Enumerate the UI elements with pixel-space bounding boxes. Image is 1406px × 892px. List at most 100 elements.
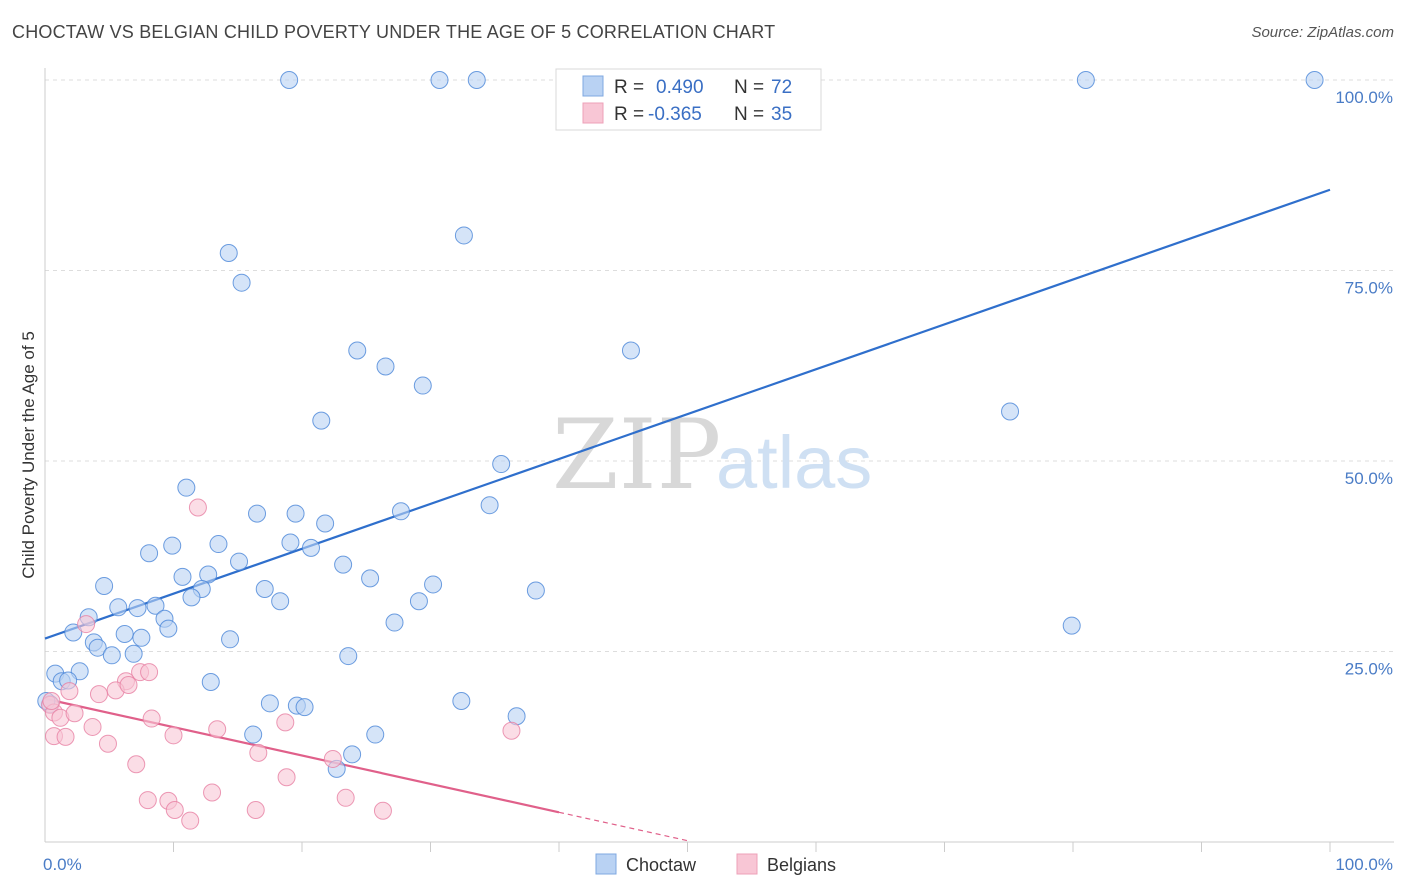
legend-r-value-1: 0.490: [656, 77, 704, 98]
point-choctaw-67: [244, 725, 263, 744]
point-belgians-31: [246, 800, 265, 819]
legend: R = 0.490 N = 72 R = -0.365 N = 35: [555, 68, 822, 131]
point-choctaw-22: [209, 535, 228, 554]
point-belgians-21: [98, 734, 117, 753]
point-choctaw-69: [343, 745, 362, 764]
trend-line-belgians: [44, 697, 560, 814]
point-belgians-7: [60, 682, 79, 701]
data-points: [37, 71, 1324, 830]
point-choctaw-8: [348, 341, 367, 360]
point-belgians-0: [188, 498, 207, 517]
point-choctaw-34: [424, 575, 443, 594]
series-choctaw: [37, 71, 1324, 778]
point-choctaw-20: [316, 514, 335, 533]
axes: [44, 68, 1394, 852]
point-belgians-34: [42, 692, 61, 711]
point-choctaw-12: [1001, 402, 1020, 421]
legend-swatch-belgians: [582, 102, 604, 124]
legend-r-value-2: -0.365: [648, 104, 702, 125]
legend-n-label-2: N =: [734, 104, 764, 125]
series-belgians: [41, 498, 521, 830]
point-choctaw-6: [219, 243, 238, 262]
trend-line-extension-belgians: [558, 811, 688, 842]
y-tick-label-0: 25.0%: [1345, 660, 1393, 679]
point-choctaw-37: [271, 592, 290, 611]
point-belgians-1: [77, 615, 96, 634]
point-belgians-8: [89, 685, 108, 704]
point-belgians-14: [142, 709, 161, 728]
point-belgians-30: [165, 800, 184, 819]
point-choctaw-65: [452, 692, 471, 711]
point-choctaw-27: [334, 555, 353, 574]
point-choctaw-26: [230, 552, 249, 571]
point-choctaw-25: [140, 544, 159, 563]
y-tick-label-3: 100.0%: [1335, 88, 1393, 107]
point-choctaw-33: [255, 580, 274, 599]
legend-r-label-1: R =: [614, 77, 644, 98]
watermark-zip: ZIP: [552, 399, 721, 511]
point-belgians-29: [336, 788, 355, 807]
point-choctaw-52: [88, 638, 107, 657]
point-belgians-4: [140, 663, 159, 682]
point-choctaw-41: [128, 599, 147, 618]
point-choctaw-31: [95, 576, 114, 595]
point-choctaw-5: [454, 226, 473, 245]
point-choctaw-35: [526, 581, 545, 600]
point-choctaw-36: [182, 588, 201, 607]
watermark: ZIP atlas: [552, 399, 872, 511]
point-choctaw-45: [1062, 616, 1081, 635]
point-belgians-6: [119, 676, 138, 695]
point-belgians-24: [127, 755, 146, 774]
legend-n-value-1: 72: [771, 77, 792, 98]
trend-lines: [44, 188, 1331, 842]
bottom-legend-choctaw: Choctaw: [626, 855, 697, 875]
point-choctaw-17: [391, 502, 410, 521]
tick-labels: 25.0% 50.0% 75.0% 100.0% 0.0% 100.0%: [43, 88, 1393, 874]
point-choctaw-55: [339, 647, 358, 666]
y-tick-label-1: 50.0%: [1345, 469, 1393, 488]
trend-line-choctaw: [44, 188, 1331, 640]
point-choctaw-64: [295, 698, 314, 717]
point-belgians-22: [249, 743, 268, 762]
point-choctaw-15: [177, 478, 196, 497]
point-choctaw-21: [163, 536, 182, 555]
legend-n-value-2: 35: [771, 104, 792, 125]
point-choctaw-49: [132, 628, 151, 647]
chart-title: CHOCTAW VS BELGIAN CHILD POVERTY UNDER T…: [12, 22, 776, 42]
legend-swatch-choctaw: [582, 75, 604, 97]
bottom-legend: Choctaw Belgians: [595, 853, 836, 875]
point-belgians-26: [203, 783, 222, 802]
point-choctaw-60: [201, 672, 220, 691]
point-choctaw-16: [480, 496, 499, 515]
x-tick-label-0: 0.0%: [43, 855, 82, 874]
point-choctaw-0: [280, 71, 299, 89]
point-choctaw-23: [281, 533, 300, 552]
point-choctaw-50: [221, 630, 240, 649]
point-choctaw-62: [260, 694, 279, 713]
point-choctaw-14: [492, 455, 511, 474]
point-choctaw-13: [312, 411, 331, 430]
point-choctaw-44: [385, 613, 404, 632]
point-belgians-16: [276, 713, 295, 732]
y-tick-label-2: 75.0%: [1345, 279, 1393, 298]
point-choctaw-11: [413, 376, 432, 395]
bottom-legend-swatch-belgians: [736, 853, 758, 875]
legend-r-label-2: R =: [614, 104, 644, 125]
point-choctaw-4: [1305, 71, 1324, 89]
point-belgians-12: [65, 704, 84, 723]
point-belgians-13: [83, 717, 102, 736]
point-choctaw-40: [109, 598, 128, 617]
point-choctaw-39: [146, 596, 165, 615]
point-choctaw-9: [621, 341, 640, 360]
x-tick-label-1: 100.0%: [1335, 855, 1393, 874]
point-choctaw-2: [467, 71, 486, 89]
point-belgians-23: [323, 749, 342, 768]
point-belgians-33: [181, 811, 200, 830]
point-belgians-15: [208, 720, 227, 739]
point-choctaw-3: [1076, 71, 1095, 89]
point-belgians-32: [373, 801, 392, 820]
legend-n-label-1: N =: [734, 77, 764, 98]
point-choctaw-47: [64, 623, 83, 642]
bottom-legend-belgians: Belgians: [767, 855, 836, 875]
